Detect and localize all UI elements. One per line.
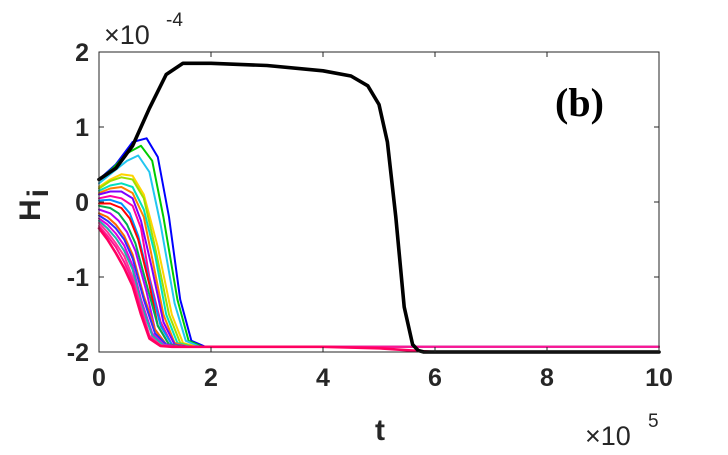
y-axis-label-subscript: i xyxy=(22,189,55,197)
y-multiplier-exponent: -4 xyxy=(166,10,183,31)
tick-layer: 0 2 4 6 8 10 -2 -1 0 1 2 xyxy=(67,39,673,392)
x-multiplier-base: ×10 xyxy=(585,421,631,451)
panel-label: (b) xyxy=(555,80,604,125)
y-tick-label: -2 xyxy=(67,339,89,367)
y-axis-label-main: H xyxy=(14,199,47,221)
x-tick-label: 0 xyxy=(92,364,106,392)
x-tick-label: 4 xyxy=(316,364,330,392)
y-tick-label: 2 xyxy=(75,39,89,67)
x-axis-label: t xyxy=(375,414,385,447)
y-axis-label: Hi xyxy=(14,189,55,221)
series-line-4 xyxy=(98,154,660,348)
y-tick-label: 0 xyxy=(75,189,89,217)
x-tick-label: 2 xyxy=(204,364,218,392)
series-layer xyxy=(97,61,661,354)
x-multiplier-exponent: 5 xyxy=(648,411,659,432)
series-line-21 xyxy=(97,227,661,354)
series-line-2 xyxy=(98,137,660,348)
x-tick-label: 8 xyxy=(540,364,554,392)
x-tick-label: 10 xyxy=(645,364,673,392)
y-multiplier-base: ×10 xyxy=(104,20,150,50)
y-tick-label: -1 xyxy=(67,264,89,292)
y-tick-label: 1 xyxy=(75,114,89,142)
x-tick-label: 6 xyxy=(428,364,442,392)
